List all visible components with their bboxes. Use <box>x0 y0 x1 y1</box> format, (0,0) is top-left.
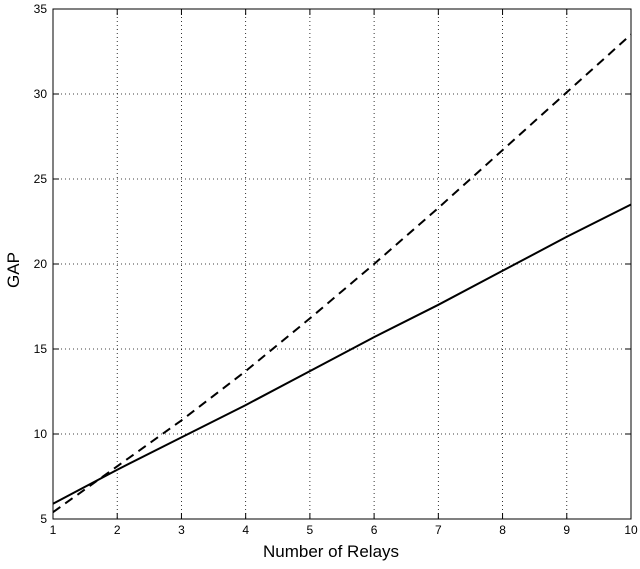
y-tick-label: 30 <box>34 87 48 101</box>
x-tick-label: 10 <box>624 523 638 537</box>
x-tick-label: 1 <box>50 523 57 537</box>
series-line-solid <box>52 203 632 505</box>
x-axis-label: Number of Relays <box>263 542 399 561</box>
y-axis-label: GAP <box>4 252 23 288</box>
x-tick-label: 8 <box>499 523 506 537</box>
y-tick-label: 15 <box>34 342 48 356</box>
x-tick-label: 9 <box>563 523 570 537</box>
series-group <box>52 33 632 514</box>
grid <box>53 9 631 519</box>
x-tick-label: 7 <box>435 523 442 537</box>
x-tick-label: 2 <box>114 523 121 537</box>
x-tick-label: 5 <box>307 523 314 537</box>
y-tick-label: 20 <box>34 257 48 271</box>
y-tick-label: 35 <box>34 2 48 16</box>
series-line-dashed <box>52 33 632 514</box>
x-tick-label: 4 <box>242 523 249 537</box>
y-tick-label: 25 <box>34 172 48 186</box>
x-tick-label: 3 <box>178 523 185 537</box>
y-tick-label: 5 <box>40 512 47 526</box>
y-tick-label: 10 <box>34 427 48 441</box>
ticks: 1 2 3 4 5 6 7 8 9 10 5 10 15 20 25 30 35 <box>34 2 638 537</box>
x-tick-label: 6 <box>371 523 378 537</box>
